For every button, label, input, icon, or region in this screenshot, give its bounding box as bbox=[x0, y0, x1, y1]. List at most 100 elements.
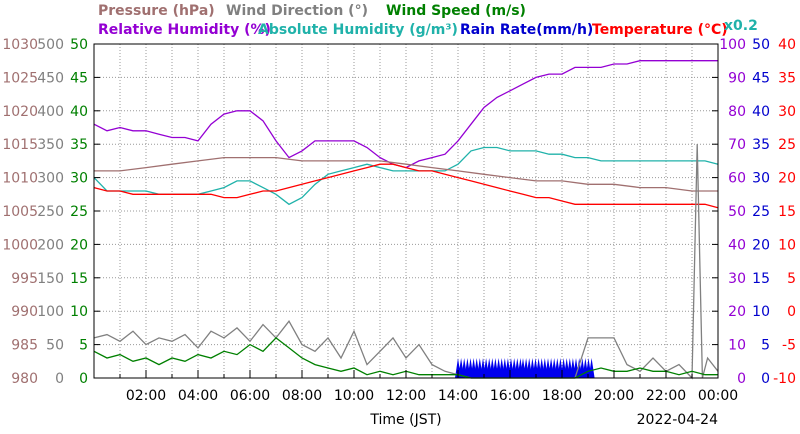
y-tick-pressure: 1025 bbox=[2, 70, 38, 86]
x-tick-label: 20:00 bbox=[594, 388, 634, 404]
legend-wind-speed: Wind Speed (m/s) bbox=[386, 3, 526, 19]
legend-rain-rate: Rain Rate(mm/h) bbox=[460, 22, 593, 38]
y-tick-temperature: 0 bbox=[787, 304, 796, 320]
y-tick-temperature: 5 bbox=[787, 271, 796, 287]
x-tick-label: 00:00 bbox=[698, 388, 738, 404]
rain-rate-series bbox=[455, 358, 595, 378]
y-tick-temperature: 30 bbox=[778, 104, 796, 120]
y-tick-wind-direction: 0 bbox=[55, 371, 64, 387]
y-tick-pressure: 995 bbox=[11, 271, 38, 287]
y-tick-rain-rate: 45 bbox=[752, 70, 770, 86]
y-tick-temperature: 10 bbox=[778, 237, 796, 253]
y-tick-pressure: 1030 bbox=[2, 37, 38, 53]
y-tick-pressure: 1005 bbox=[2, 204, 38, 220]
y-tick-relative-humidity: 0 bbox=[737, 371, 746, 387]
y-tick-wind-speed: 15 bbox=[70, 271, 88, 287]
y-tick-wind-speed: 35 bbox=[70, 137, 88, 153]
x-tick-label: 04:00 bbox=[178, 388, 218, 404]
y-tick-wind-direction: 300 bbox=[37, 171, 64, 187]
y-tick-rain-rate: 35 bbox=[752, 137, 770, 153]
grid-lines bbox=[94, 44, 718, 378]
y-tick-pressure: 980 bbox=[11, 371, 38, 387]
y-tick-rain-rate: 20 bbox=[752, 237, 770, 253]
legend-temperature: Temperature (°C) bbox=[592, 22, 728, 38]
y-tick-relative-humidity: 20 bbox=[728, 304, 746, 320]
y-tick-rain-rate: 25 bbox=[752, 204, 770, 220]
y-tick-temperature: 40 bbox=[778, 37, 796, 53]
series-relative-humidity bbox=[93, 60, 718, 169]
y-tick-temperature: 25 bbox=[778, 137, 796, 153]
series-temperature-c bbox=[93, 163, 719, 209]
y-tick-wind-direction: 100 bbox=[37, 304, 64, 320]
y-tick-wind-speed: 25 bbox=[70, 204, 88, 220]
y-tick-pressure: 985 bbox=[11, 338, 38, 354]
legend-wind-direction: Wind Direction (°) bbox=[226, 3, 368, 19]
y-tick-wind-speed: 50 bbox=[70, 37, 88, 53]
y-tick-temperature: 20 bbox=[778, 171, 796, 187]
y-tick-wind-direction: 200 bbox=[37, 237, 64, 253]
x-tick-label: 10:00 bbox=[334, 388, 374, 404]
x-axis: 02:00 04:00 06:00 08:00 10:00 12:00 14:00 16:00… bbox=[119, 370, 738, 404]
y-tick-wind-direction: 450 bbox=[37, 70, 64, 86]
y-tick-temperature: -5 bbox=[782, 338, 796, 354]
y-tick-relative-humidity: 90 bbox=[728, 70, 746, 86]
y-tick-wind-direction: 150 bbox=[37, 271, 64, 287]
x-tick-label: 22:00 bbox=[646, 388, 686, 404]
y-tick-temperature: 15 bbox=[778, 204, 796, 220]
y-tick-pressure: 1015 bbox=[2, 137, 38, 153]
y-tick-wind-speed: 0 bbox=[79, 371, 88, 387]
y-tick-wind-direction: 400 bbox=[37, 104, 64, 120]
y-tick-pressure: 1000 bbox=[2, 237, 38, 253]
y-tick-rain-rate: 40 bbox=[752, 104, 770, 120]
y-tick-relative-humidity: 70 bbox=[728, 137, 746, 153]
y-tick-wind-speed: 40 bbox=[70, 104, 88, 120]
y-tick-pressure: 1020 bbox=[2, 104, 38, 120]
y-tick-rain-rate: 0 bbox=[761, 371, 770, 387]
y-tick-wind-direction: 250 bbox=[37, 204, 64, 220]
y-axes: 1030102510201015101010051000995990985980… bbox=[2, 37, 796, 387]
y-tick-relative-humidity: 40 bbox=[728, 237, 746, 253]
y-tick-pressure: 1010 bbox=[2, 171, 38, 187]
y-tick-relative-humidity: 50 bbox=[728, 204, 746, 220]
y-tick-rain-rate: 5 bbox=[761, 338, 770, 354]
chart-date: 2022-04-24 bbox=[637, 412, 718, 428]
y-tick-wind-speed: 45 bbox=[70, 70, 88, 86]
series-absolute-humidity-g-m bbox=[93, 146, 719, 206]
y-tick-rain-rate: 30 bbox=[752, 171, 770, 187]
y-tick-pressure: 990 bbox=[11, 304, 38, 320]
x-tick-label: 16:00 bbox=[490, 388, 530, 404]
x-axis-title: Time (JST) bbox=[369, 412, 441, 428]
y-tick-wind-speed: 30 bbox=[70, 171, 88, 187]
y-tick-relative-humidity: 10 bbox=[728, 338, 746, 354]
x-tick-label: 02:00 bbox=[126, 388, 166, 404]
x-tick-label: 08:00 bbox=[282, 388, 322, 404]
x-tick-label: 18:00 bbox=[542, 388, 582, 404]
y-tick-relative-humidity: 100 bbox=[719, 37, 746, 53]
y-tick-rain-rate: 50 bbox=[752, 37, 770, 53]
x-tick-label: 14:00 bbox=[438, 388, 478, 404]
y-tick-relative-humidity: 60 bbox=[728, 171, 746, 187]
y-tick-rain-rate: 15 bbox=[752, 271, 770, 287]
legend-rain-scale-note: x0.2 bbox=[724, 18, 758, 34]
y-tick-wind-direction: 350 bbox=[37, 137, 64, 153]
x-tick-label: 06:00 bbox=[230, 388, 270, 404]
series-lines bbox=[93, 60, 719, 380]
legend-pressure: Pressure (hPa) bbox=[98, 3, 215, 19]
y-tick-wind-speed: 5 bbox=[79, 338, 88, 354]
series-pressure-hpa bbox=[94, 156, 718, 192]
x-tick-label: 12:00 bbox=[386, 388, 426, 404]
y-tick-wind-speed: 10 bbox=[70, 304, 88, 320]
legend-relative-humidity: Relative Humidity (%) bbox=[98, 22, 271, 38]
y-tick-relative-humidity: 30 bbox=[728, 271, 746, 287]
y-tick-wind-direction: 50 bbox=[46, 338, 64, 354]
y-tick-wind-speed: 20 bbox=[70, 237, 88, 253]
y-tick-temperature: 35 bbox=[778, 70, 796, 86]
y-tick-wind-direction: 500 bbox=[37, 37, 64, 53]
y-tick-temperature: -10 bbox=[773, 371, 796, 387]
y-tick-relative-humidity: 80 bbox=[728, 104, 746, 120]
y-tick-rain-rate: 10 bbox=[752, 304, 770, 320]
legend-absolute-humidity: Absolute Humidity (g/m³) bbox=[258, 22, 458, 38]
rain-spike bbox=[588, 358, 595, 378]
